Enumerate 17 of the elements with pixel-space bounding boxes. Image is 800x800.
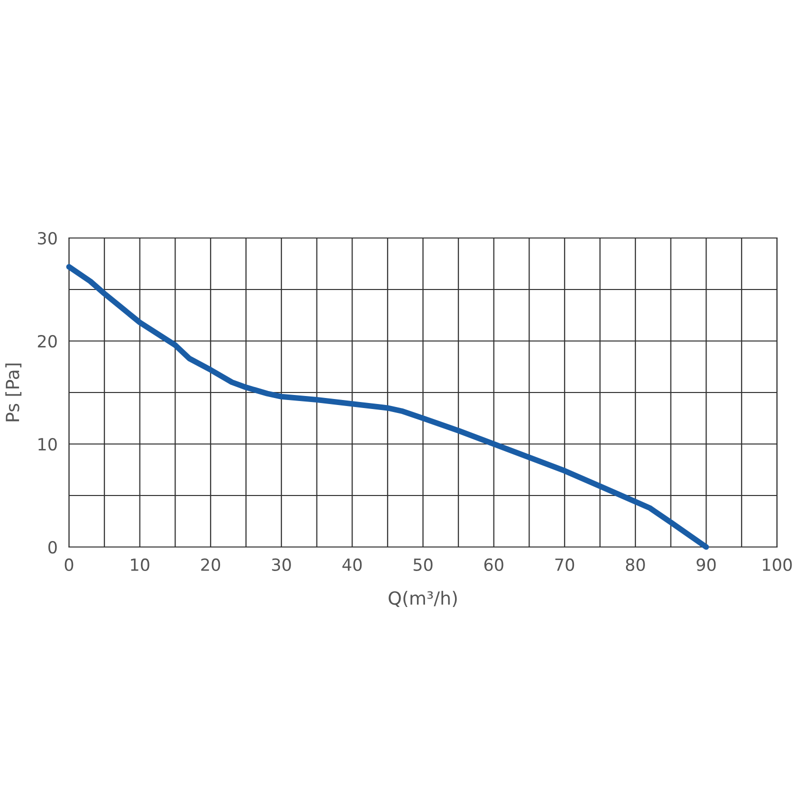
x-tick-label: 50 (414, 558, 432, 572)
y-tick-label: 30 (38, 232, 57, 245)
x-tick-label: 90 (696, 558, 716, 572)
y-tick-label: 0 (48, 540, 57, 554)
y-axis-title: Ps [Pa] (5, 364, 22, 422)
y-tick-label: 10 (38, 438, 57, 451)
x-tick-label: 80 (626, 558, 645, 572)
x-tick-label: 20 (201, 558, 220, 572)
x-tick-label: 60 (484, 558, 504, 572)
x-tick-label: 100 (762, 558, 792, 572)
x-tick-label: 70 (555, 558, 574, 572)
y-tick-label: 20 (38, 334, 57, 348)
x-tick-label: 30 (272, 558, 291, 572)
x-tick-label: 10 (131, 558, 150, 572)
x-tick-label: 0 (64, 558, 74, 572)
x-tick-label: 40 (342, 558, 362, 572)
x-axis-title: Q(m³/h) (388, 590, 457, 608)
